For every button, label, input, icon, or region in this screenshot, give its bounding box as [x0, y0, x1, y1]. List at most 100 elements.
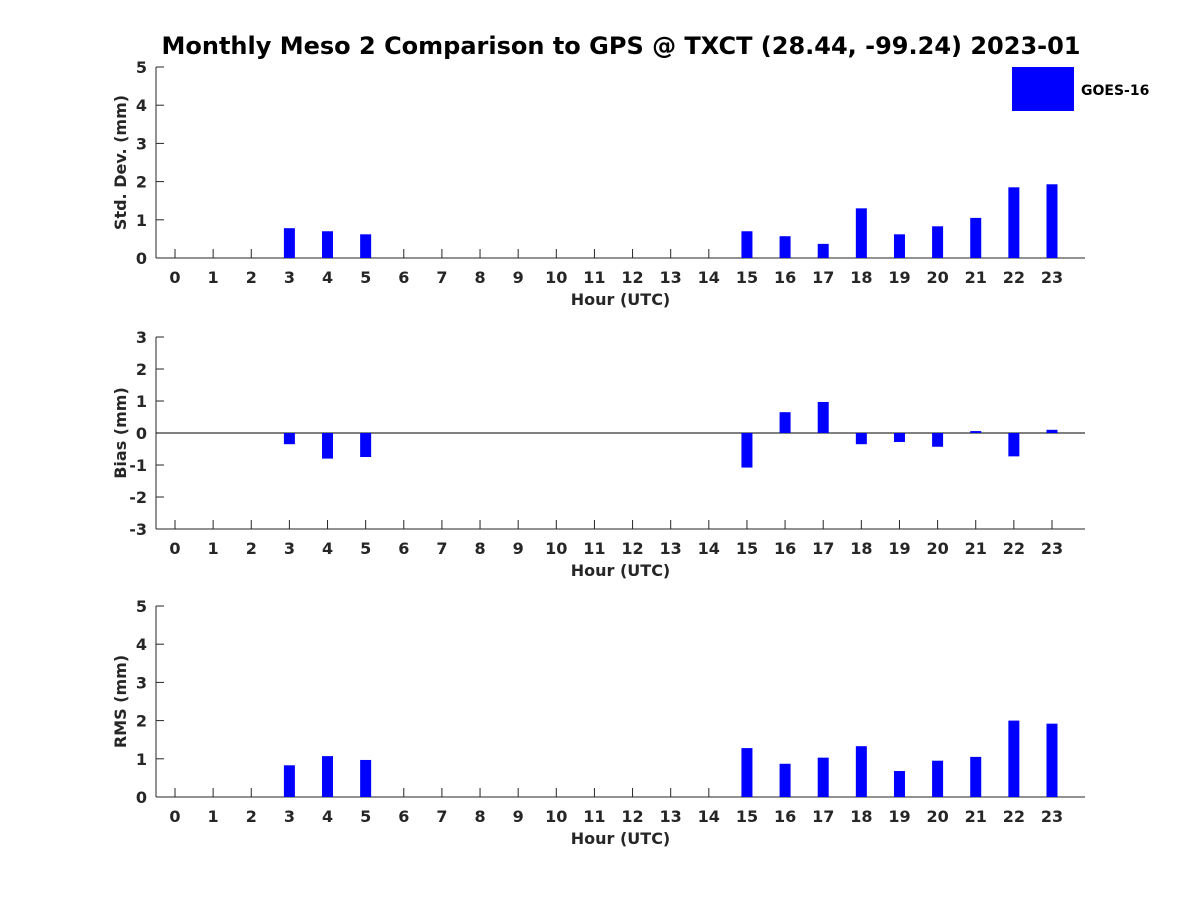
- bias-y-tick-label: -3: [129, 520, 147, 539]
- bias-bar-hour-19: [893, 433, 905, 442]
- std-dev-x-tick-label: 16: [774, 268, 796, 287]
- rms-x-tick-label: 0: [169, 807, 180, 826]
- std-dev-x-tick-label: 12: [621, 268, 643, 287]
- rms-x-tick-label: 6: [398, 807, 409, 826]
- std-dev-x-tick-label: 7: [436, 268, 447, 287]
- bias-y-tick-label: 3: [136, 328, 147, 347]
- chart-title: Monthly Meso 2 Comparison to GPS @ TXCT …: [161, 32, 1080, 60]
- rms-x-tick-label: 15: [736, 807, 758, 826]
- rms-bar-hour-21: [970, 756, 982, 797]
- std-dev-bar-hour-23: [1046, 184, 1058, 258]
- std-dev-x-tick-label: 3: [284, 268, 295, 287]
- bias-bar-hour-18: [855, 433, 867, 445]
- std-dev-y-tick-label: 2: [136, 173, 147, 192]
- std-dev-x-tick-label: 5: [360, 268, 371, 287]
- rms-x-tick-label: 3: [284, 807, 295, 826]
- std-dev-bar-hour-15: [741, 231, 753, 258]
- std-dev-x-tick-label: 0: [169, 268, 180, 287]
- std-dev-y-tick-label: 5: [136, 58, 147, 77]
- bias-x-tick-label: 11: [583, 539, 605, 558]
- bias-x-tick-label: 14: [698, 539, 720, 558]
- bias-x-tick-label: 7: [436, 539, 447, 558]
- legend: GOES-16: [1012, 67, 1149, 111]
- std-dev-bar-hour-18: [855, 208, 867, 258]
- bias-x-tick-label: 17: [812, 539, 834, 558]
- std-dev-x-tick-label: 23: [1041, 268, 1063, 287]
- rms-x-tick-label: 22: [1003, 807, 1025, 826]
- rms-x-tick-label: 18: [850, 807, 872, 826]
- std-dev-x-tick-label: 2: [246, 268, 257, 287]
- bias-x-tick-label: 3: [284, 539, 295, 558]
- rms-bar-hour-20: [932, 760, 944, 797]
- std-dev-x-tick-label: 9: [513, 268, 524, 287]
- std-dev-bar-hour-22: [1008, 187, 1020, 258]
- std-dev-x-tick-label: 13: [660, 268, 682, 287]
- bias-x-tick-label: 4: [322, 539, 333, 558]
- bias-bar-hour-21: [970, 431, 982, 433]
- std-dev-y-axis-label: Std. Dev. (mm): [111, 95, 130, 230]
- rms-bar-hour-18: [855, 746, 867, 797]
- bias-y-tick-label: -1: [129, 456, 147, 475]
- bias-y-tick-label: -2: [129, 488, 147, 507]
- std-dev-x-tick-label: 11: [583, 268, 605, 287]
- rms-bar-hour-5: [360, 759, 372, 797]
- std-dev-x-tick-label: 4: [322, 268, 333, 287]
- bias-x-tick-label: 19: [888, 539, 910, 558]
- std-dev-x-tick-label: 10: [545, 268, 567, 287]
- rms-x-tick-label: 2: [246, 807, 257, 826]
- bias-x-tick-label: 5: [360, 539, 371, 558]
- std-dev-x-tick-label: 1: [208, 268, 219, 287]
- std-dev-x-tick-label: 14: [698, 268, 720, 287]
- std-dev-x-tick-label: 19: [888, 268, 910, 287]
- std-dev-bar-hour-3: [283, 228, 295, 258]
- bias-x-tick-label: 21: [965, 539, 987, 558]
- legend-label-goes-16: GOES-16: [1081, 83, 1149, 99]
- bias-bar-hour-23: [1046, 429, 1058, 433]
- std-dev-x-tick-label: 20: [926, 268, 948, 287]
- rms-bar-hour-22: [1008, 720, 1020, 797]
- bias-y-tick-label: 2: [136, 360, 147, 379]
- std-dev-bar-hour-4: [322, 231, 334, 258]
- bias-bar-hour-16: [779, 412, 791, 433]
- bias-x-tick-label: 16: [774, 539, 796, 558]
- bias-bar-hour-20: [932, 433, 944, 447]
- rms-x-tick-label: 10: [545, 807, 567, 826]
- rms-x-tick-label: 23: [1041, 807, 1063, 826]
- bias-y-tick-label: 1: [136, 392, 147, 411]
- rms-x-tick-label: 5: [360, 807, 371, 826]
- std-dev-y-tick-label: 3: [136, 134, 147, 153]
- std-dev-y-tick-label: 1: [136, 211, 147, 230]
- bias-x-tick-label: 18: [850, 539, 872, 558]
- std-dev-bar-hour-19: [893, 234, 905, 258]
- rms-x-tick-label: 11: [583, 807, 605, 826]
- rms-y-tick-label: 0: [136, 788, 147, 807]
- bias-x-tick-label: 22: [1003, 539, 1025, 558]
- rms-y-tick-label: 2: [136, 712, 147, 731]
- rms-y-tick-label: 1: [136, 750, 147, 769]
- std-dev-x-tick-label: 6: [398, 268, 409, 287]
- bias-x-tick-label: 20: [926, 539, 948, 558]
- bias-bar-hour-3: [283, 433, 295, 445]
- bias-x-tick-label: 23: [1041, 539, 1063, 558]
- bias-x-tick-label: 15: [736, 539, 758, 558]
- std-dev-x-tick-label: 8: [474, 268, 485, 287]
- bias-bar-hour-22: [1008, 433, 1020, 457]
- rms-x-tick-label: 8: [474, 807, 485, 826]
- std-dev-y-tick-label: 4: [136, 96, 147, 115]
- rms-x-tick-label: 4: [322, 807, 333, 826]
- rms-y-axis-label: RMS (mm): [111, 655, 130, 748]
- bias-x-tick-label: 13: [660, 539, 682, 558]
- bias-bar-hour-17: [817, 401, 829, 433]
- rms-x-tick-label: 21: [965, 807, 987, 826]
- std-dev-bar-hour-20: [932, 226, 944, 258]
- bias-y-axis-label: Bias (mm): [111, 387, 130, 479]
- bias-x-tick-label: 10: [545, 539, 567, 558]
- rms-x-tick-label: 12: [621, 807, 643, 826]
- bias-x-tick-label: 8: [474, 539, 485, 558]
- bias-x-axis-label: Hour (UTC): [571, 561, 671, 580]
- std-dev-y-tick-label: 0: [136, 249, 147, 268]
